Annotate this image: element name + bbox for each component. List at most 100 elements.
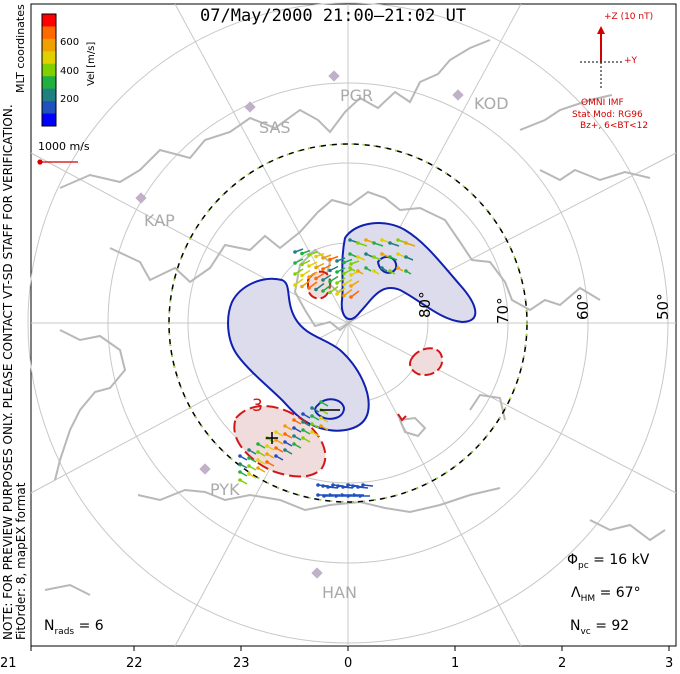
vector-line — [329, 255, 339, 261]
vector-line — [308, 271, 318, 278]
boundary-vectors — [168, 143, 528, 503]
vector-line — [302, 413, 311, 419]
vector-line — [294, 258, 304, 264]
colorbar-segment — [42, 51, 56, 65]
vector-scale-label: 1000 m/s — [38, 140, 90, 153]
vector-line — [294, 268, 304, 275]
vector-line — [320, 401, 329, 407]
vector-line — [275, 439, 284, 445]
vector-line — [257, 467, 266, 473]
vector-line — [329, 275, 339, 283]
colorbar-segment — [42, 113, 56, 127]
vector-line — [365, 253, 374, 258]
mlt-tick-1: 1 — [451, 656, 460, 671]
velocity-vectors — [238, 238, 416, 498]
vector-line — [329, 285, 339, 294]
vector-line — [248, 473, 257, 479]
colorbar-tick-200: 200 — [60, 94, 80, 105]
mlt-tick-0: 0 — [344, 656, 353, 671]
vector-line — [308, 251, 318, 256]
vector-line — [315, 282, 325, 291]
vector-line — [266, 445, 275, 451]
vector-line — [357, 242, 368, 247]
mlt-tick-21: 21 — [0, 656, 17, 671]
vector-line — [373, 242, 384, 247]
vector-line — [311, 415, 320, 421]
vector-line — [311, 431, 320, 437]
vector-line — [365, 267, 372, 272]
vector-line — [301, 259, 311, 266]
mlt-tick-2: 2 — [558, 656, 567, 671]
mlt-tick-3: 3 — [665, 656, 674, 671]
vector-line — [343, 278, 353, 286]
colorbar — [41, 13, 57, 127]
vector-line — [389, 242, 400, 247]
vector-line — [315, 262, 325, 269]
potential-contours — [227, 222, 477, 478]
vector-line — [320, 425, 329, 431]
preview-note-line2: FitOrder: 8, mapEX format — [14, 482, 28, 640]
vector-line — [308, 261, 318, 267]
colorbar-tick-400: 400 — [60, 66, 80, 77]
stat-phi-pc: Φpc = 16 kV — [567, 552, 650, 571]
vector-line — [293, 427, 302, 433]
vector-line — [308, 281, 318, 289]
vector-line — [350, 280, 360, 287]
vector-line — [239, 455, 248, 461]
colorbar-segment — [42, 14, 56, 27]
colorbar-segment — [42, 38, 56, 52]
vector-line — [294, 248, 304, 253]
vector-line — [293, 435, 302, 441]
vector-line — [405, 242, 416, 247]
imf-model: Stat Mod: RG96 — [572, 110, 643, 120]
station-kap: KAP — [144, 211, 175, 230]
colorbar-segment — [42, 88, 56, 102]
vector-line — [405, 270, 412, 275]
vector-line — [315, 272, 325, 280]
imf-vector-head — [597, 26, 605, 34]
vector-line — [336, 287, 346, 295]
vector-line — [322, 264, 332, 270]
mlt-tick-22: 22 — [126, 656, 143, 671]
imf-source: OMNI IMF — [581, 98, 624, 108]
imf-y-label: +Y — [624, 56, 638, 66]
vector-line — [350, 260, 360, 265]
station-sas: SAS — [259, 118, 291, 137]
vector-line — [322, 274, 332, 281]
vector-line — [275, 431, 284, 437]
vector-line — [350, 290, 360, 298]
vector-line — [405, 256, 414, 261]
colorbar-tick-600: 600 — [60, 37, 80, 48]
vector-line — [248, 449, 257, 455]
vector-line — [293, 443, 302, 449]
vector-line — [336, 277, 346, 284]
vector-line — [284, 441, 293, 447]
vector-line — [302, 437, 311, 443]
vector-line — [293, 419, 302, 425]
vector-line — [389, 270, 396, 275]
imf-clock — [580, 26, 622, 88]
station-marker-kap — [135, 192, 147, 204]
vector-line — [322, 284, 332, 292]
colorbar-label: Vel [m/s] — [86, 41, 97, 86]
preview-note: NOTE: FOR PREVIEW PURPOSES ONLY. PLEASE … — [1, 104, 28, 640]
vector-line — [349, 253, 358, 258]
neg-cell-inner — [376, 255, 398, 274]
pos-cell-right — [409, 347, 444, 376]
station-marker-han — [311, 567, 323, 579]
vector-line — [373, 256, 382, 261]
imf-z-label: +Z (10 nT) — [604, 12, 654, 22]
vector-line — [397, 267, 404, 272]
vector-line — [357, 256, 366, 261]
vector-line — [257, 459, 266, 465]
vector-line — [311, 423, 320, 429]
station-pgr: PGR — [340, 86, 374, 105]
vector-line — [357, 486, 369, 489]
vector-line — [389, 256, 398, 261]
vector-line — [349, 267, 356, 272]
station-han: HAN — [322, 583, 357, 602]
neg-cell-main — [227, 277, 370, 432]
vector-line — [301, 249, 311, 255]
stat-lambda-hm: ΛHM = 67° — [571, 585, 641, 604]
vector-line — [284, 449, 293, 455]
